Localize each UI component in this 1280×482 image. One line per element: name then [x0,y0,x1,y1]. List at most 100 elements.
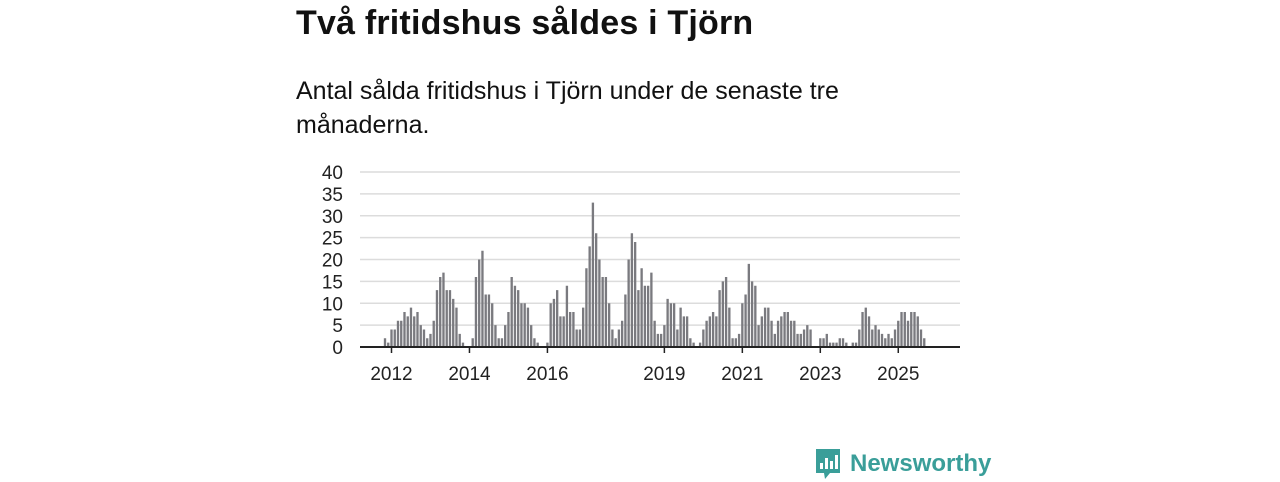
bar [854,342,858,347]
chart-subtitle: Antal sålda fritidshus i Tjörn under de … [296,77,839,139]
bar [526,307,530,347]
y-tick-label: 35 [322,185,343,206]
bar [819,338,822,347]
bar [422,329,426,347]
bar [536,342,539,347]
bar [607,303,611,347]
bar [630,233,634,347]
bar [897,320,900,347]
bar [864,307,867,347]
x-axis-ticks [390,347,900,353]
bar [692,342,695,347]
y-tick-label: 10 [322,294,343,315]
latest-value-label: 2 [929,0,940,5]
bar [715,316,718,347]
bar [426,338,429,347]
bar [533,338,536,347]
bar [442,272,445,347]
bar [575,329,578,347]
bar [754,285,757,347]
bar [400,320,403,347]
bar [887,333,890,347]
bar [513,285,517,347]
bar [494,325,497,347]
bar [387,342,390,347]
bar [923,338,926,347]
bar [458,333,461,347]
bar [672,303,676,347]
bar [432,320,435,347]
bar [825,333,828,347]
bar [523,303,526,347]
bar [737,333,741,347]
x-axis-labels: 2012 2014 2016 2019 2021 2023 2025 [370,364,919,385]
y-tick-label: 30 [322,207,343,228]
bar [656,333,660,347]
bar [620,320,624,347]
bars [383,202,926,347]
bar [646,285,650,347]
bar [413,316,416,347]
bar [510,277,513,347]
bar [653,320,656,347]
bar [776,320,780,347]
bar [578,329,582,347]
bar [877,329,880,347]
bar [676,329,679,347]
bar [841,338,845,347]
bar [409,307,413,347]
bar [572,312,575,347]
bar [552,298,556,347]
y-tick-label: 20 [322,251,343,272]
bar [851,342,854,347]
bar [809,329,812,347]
bar [429,333,432,347]
bar [530,325,533,347]
bar [448,290,452,347]
bar [669,303,673,347]
bar [497,338,500,347]
bar [799,333,802,347]
bar [721,281,725,347]
chart-title: Två fritidshus såldes i Tjörn [296,4,754,42]
x-tick-label: 2023 [799,364,841,385]
bar [565,285,569,347]
bar [906,320,910,347]
bar [802,329,806,347]
bar [455,307,458,347]
bar [845,342,848,347]
bar [617,329,621,347]
bar [591,202,595,347]
bar [471,338,474,347]
bar [520,303,523,347]
bar [786,312,789,347]
bar [760,316,763,347]
bar [481,250,484,347]
bar [383,338,387,347]
bar [679,307,682,347]
bar [396,320,400,347]
bar [588,246,591,347]
bar [507,312,510,347]
bar [478,259,481,347]
bar [916,316,919,347]
bar [890,338,893,347]
bar [549,303,552,347]
bar [452,298,455,347]
bar [711,312,715,347]
bar [708,316,712,347]
bar [789,320,793,347]
bar [747,263,751,347]
bar [445,290,448,347]
bar [504,325,507,347]
bar [435,290,439,347]
x-tick-label: 2025 [877,364,919,385]
y-tick-label: 0 [332,338,343,359]
bar [734,338,738,347]
bar [666,298,669,347]
bar [556,290,559,347]
bar [491,303,494,347]
bar [832,342,835,347]
y-tick-label: 40 [322,163,343,184]
gridlines [360,171,960,326]
